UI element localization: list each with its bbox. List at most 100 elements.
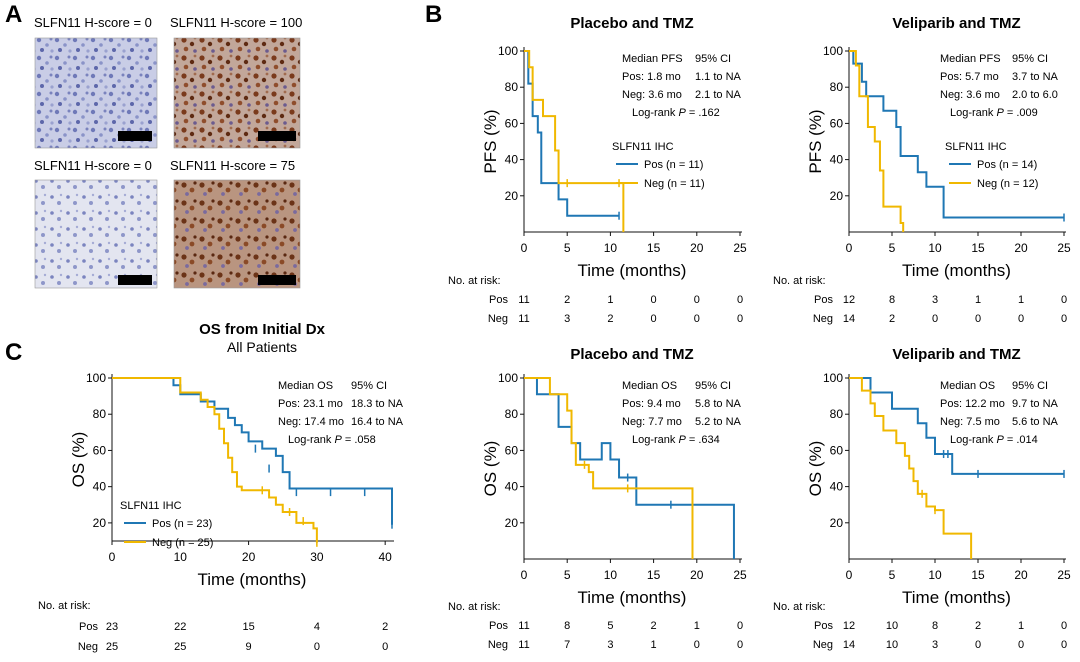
c_os_veliparib-ci-neg: 5.6 to NA xyxy=(1012,416,1059,428)
c_os_all-risk-pos-value: 22 xyxy=(174,621,186,633)
c_os_all-ytick-label: 40 xyxy=(93,480,107,494)
scale-bar-2 xyxy=(258,131,296,141)
b_pfs_placebo-ci-header: 95% CI xyxy=(695,53,731,65)
c_os_placebo-pvalue-symbol: P xyxy=(678,434,686,446)
b_pfs_veliparib-risk-label: No. at risk: xyxy=(773,275,826,287)
c_os_placebo-ylabel: OS (%) xyxy=(481,441,500,497)
c_os_veliparib-ylabel: OS (%) xyxy=(806,441,825,497)
c_os_all-pvalue: Log-rank P = .058 xyxy=(288,434,376,446)
c_os_placebo-ytick-label: 60 xyxy=(505,443,519,457)
c_os_all-title: OS from Initial Dx xyxy=(199,321,326,338)
b_pfs_placebo-title: Placebo and TMZ xyxy=(570,15,693,32)
ihc-caption-1: SLFN11 H-score = 0 xyxy=(34,15,152,30)
c_os_placebo-ci-neg: 5.2 to NA xyxy=(695,416,742,428)
b_pfs_placebo-risk-pos-value: 2 xyxy=(564,294,570,306)
b_pfs_veliparib-risk-neg-label: Neg xyxy=(813,313,833,325)
ihc-image-3 xyxy=(34,179,158,289)
b_pfs_placebo-risk-neg-label: Neg xyxy=(488,313,508,325)
scale-bar-4 xyxy=(258,275,296,285)
c_os_veliparib-stats-header: Median OS xyxy=(940,380,995,392)
c_os_all-risk-pos-value: 4 xyxy=(314,621,320,633)
b_pfs_veliparib-ytick-label: 20 xyxy=(830,189,844,203)
c_os_veliparib-risk-neg-value: 3 xyxy=(932,639,938,651)
b_pfs_veliparib-risk-neg-value: 0 xyxy=(932,313,938,325)
c_os_all-ci-neg: 16.4 to NA xyxy=(351,416,404,428)
b_pfs_placebo-risk-neg-value: 3 xyxy=(564,313,570,325)
c_os_all-pvalue-symbol: P xyxy=(334,434,342,446)
c_os_placebo-risk-neg-value: 0 xyxy=(694,639,700,651)
c_os_placebo-ytick-label: 20 xyxy=(505,516,519,530)
b_pfs_placebo-ytick-label: 40 xyxy=(505,153,519,167)
c_os_veliparib-risk-neg-value: 10 xyxy=(886,639,898,651)
b_pfs_veliparib-stats-neg: Neg: 3.6 mo xyxy=(940,89,1000,101)
ihc-caption-3: SLFN11 H-score = 0 xyxy=(34,158,152,173)
c_os_veliparib-stats-pos: Pos: 12.2 mo xyxy=(940,398,1005,410)
b_pfs_placebo-ylabel: PFS (%) xyxy=(481,109,500,173)
b_pfs_placebo-pvalue: Log-rank P = .162 xyxy=(632,107,720,119)
c_os_veliparib-ci-header: 95% CI xyxy=(1012,380,1048,392)
b_pfs_placebo-risk-pos-value: 11 xyxy=(518,294,529,306)
c_os_veliparib-xtick-label: 10 xyxy=(928,568,942,582)
b_pfs_veliparib-series-pos xyxy=(849,50,1064,219)
c_os_veliparib-stats-neg: Neg: 7.5 mo xyxy=(940,416,1000,428)
b_pfs_placebo-ytick-label: 80 xyxy=(505,80,519,94)
c_os_all-pvalue-value: = .058 xyxy=(342,434,376,446)
c_os_all-legend-title: SLFN11 IHC xyxy=(120,500,182,512)
b_pfs_placebo-ci-neg: 2.1 to NA xyxy=(695,89,742,101)
c_os_all-risk-pos-value: 15 xyxy=(242,621,254,633)
c_os_veliparib-xtick-label: 20 xyxy=(1014,568,1028,582)
c_os_veliparib-risk-neg-value: 0 xyxy=(1061,639,1067,651)
c_os_placebo-stats-header: Median OS xyxy=(622,380,677,392)
b_pfs_placebo-risk-pos-value: 0 xyxy=(737,294,743,306)
b_pfs_placebo-xtick-label: 25 xyxy=(733,241,747,255)
b_pfs_veliparib-xtick-label: 15 xyxy=(971,241,985,255)
b_pfs_veliparib-legend-neg: Neg (n = 12) xyxy=(977,178,1038,190)
c_os_all-legend-pos: Pos (n = 23) xyxy=(152,518,212,530)
b_pfs_veliparib-ytick-label: 100 xyxy=(823,44,843,58)
b_pfs_veliparib-risk-neg-value: 0 xyxy=(975,313,981,325)
c_os_all-series-neg xyxy=(112,377,318,543)
b_pfs_veliparib-risk-neg-value: 2 xyxy=(889,313,895,325)
c_os_veliparib-series-neg xyxy=(849,377,973,559)
c_os_all-risk-neg-value: 25 xyxy=(174,641,186,653)
b_pfs_veliparib-pvalue-symbol: P xyxy=(996,107,1004,119)
b_pfs_veliparib-xtick-label: 5 xyxy=(889,241,896,255)
c_os_all-risk-neg-label: Neg xyxy=(78,641,98,653)
c_os_veliparib-xtick-label: 0 xyxy=(846,568,853,582)
c_os_placebo-stats-pos: Pos: 9.4 mo xyxy=(622,398,681,410)
b_pfs_placebo-risk-neg-value: 0 xyxy=(651,313,657,325)
b_pfs_veliparib-ci-pos: 3.7 to NA xyxy=(1012,71,1059,83)
ihc-caption-4: SLFN11 H-score = 75 xyxy=(170,158,295,173)
c_os_veliparib-risk-neg-value: 0 xyxy=(975,639,981,651)
scale-bar-1 xyxy=(118,131,152,141)
b_pfs_placebo-risk-pos-value: 1 xyxy=(607,294,613,306)
b_pfs_veliparib-ytick-label: 60 xyxy=(830,116,844,130)
c_os_veliparib-xlabel: Time (months) xyxy=(902,588,1011,607)
c_os_all-risk-pos-value: 2 xyxy=(382,621,388,633)
c_os_all-xlabel: Time (months) xyxy=(198,570,307,589)
c_os_veliparib-risk-label: No. at risk: xyxy=(773,601,826,613)
c_os_all-xtick-label: 20 xyxy=(242,550,256,564)
b_pfs_placebo-series-neg xyxy=(524,50,625,232)
c_os_veliparib-risk-pos-value: 1 xyxy=(1018,620,1024,632)
c_os_placebo-xtick-label: 20 xyxy=(690,568,704,582)
b_pfs_placebo-risk-pos-label: Pos xyxy=(489,294,508,306)
c_os_veliparib-pvalue: Log-rank P = .014 xyxy=(950,434,1038,446)
c_os_placebo-ytick-label: 80 xyxy=(505,407,519,421)
c_os_veliparib-risk-neg-label: Neg xyxy=(813,639,833,651)
c_os_placebo-pvalue: Log-rank P = .634 xyxy=(632,434,720,446)
b_pfs_veliparib-risk-neg-value: 0 xyxy=(1018,313,1024,325)
c_os_all-ylabel: OS (%) xyxy=(69,432,88,488)
b_pfs_placebo-risk-neg-value: 0 xyxy=(694,313,700,325)
c_os_veliparib-risk-pos-value: 2 xyxy=(975,620,981,632)
c_os_veliparib-pvalue-symbol: P xyxy=(996,434,1004,446)
b_pfs_veliparib-ylabel: PFS (%) xyxy=(806,109,825,173)
c_os_placebo-xlabel: Time (months) xyxy=(578,588,687,607)
b_pfs_placebo-stats-pos: Pos: 1.8 mo xyxy=(622,71,681,83)
b_pfs_veliparib-pvalue-prefix: Log-rank xyxy=(950,107,996,119)
scale-bar-3 xyxy=(118,275,152,285)
c_os_placebo-risk-pos-value: 2 xyxy=(651,620,657,632)
c_os_all-subtitle: All Patients xyxy=(227,339,297,355)
